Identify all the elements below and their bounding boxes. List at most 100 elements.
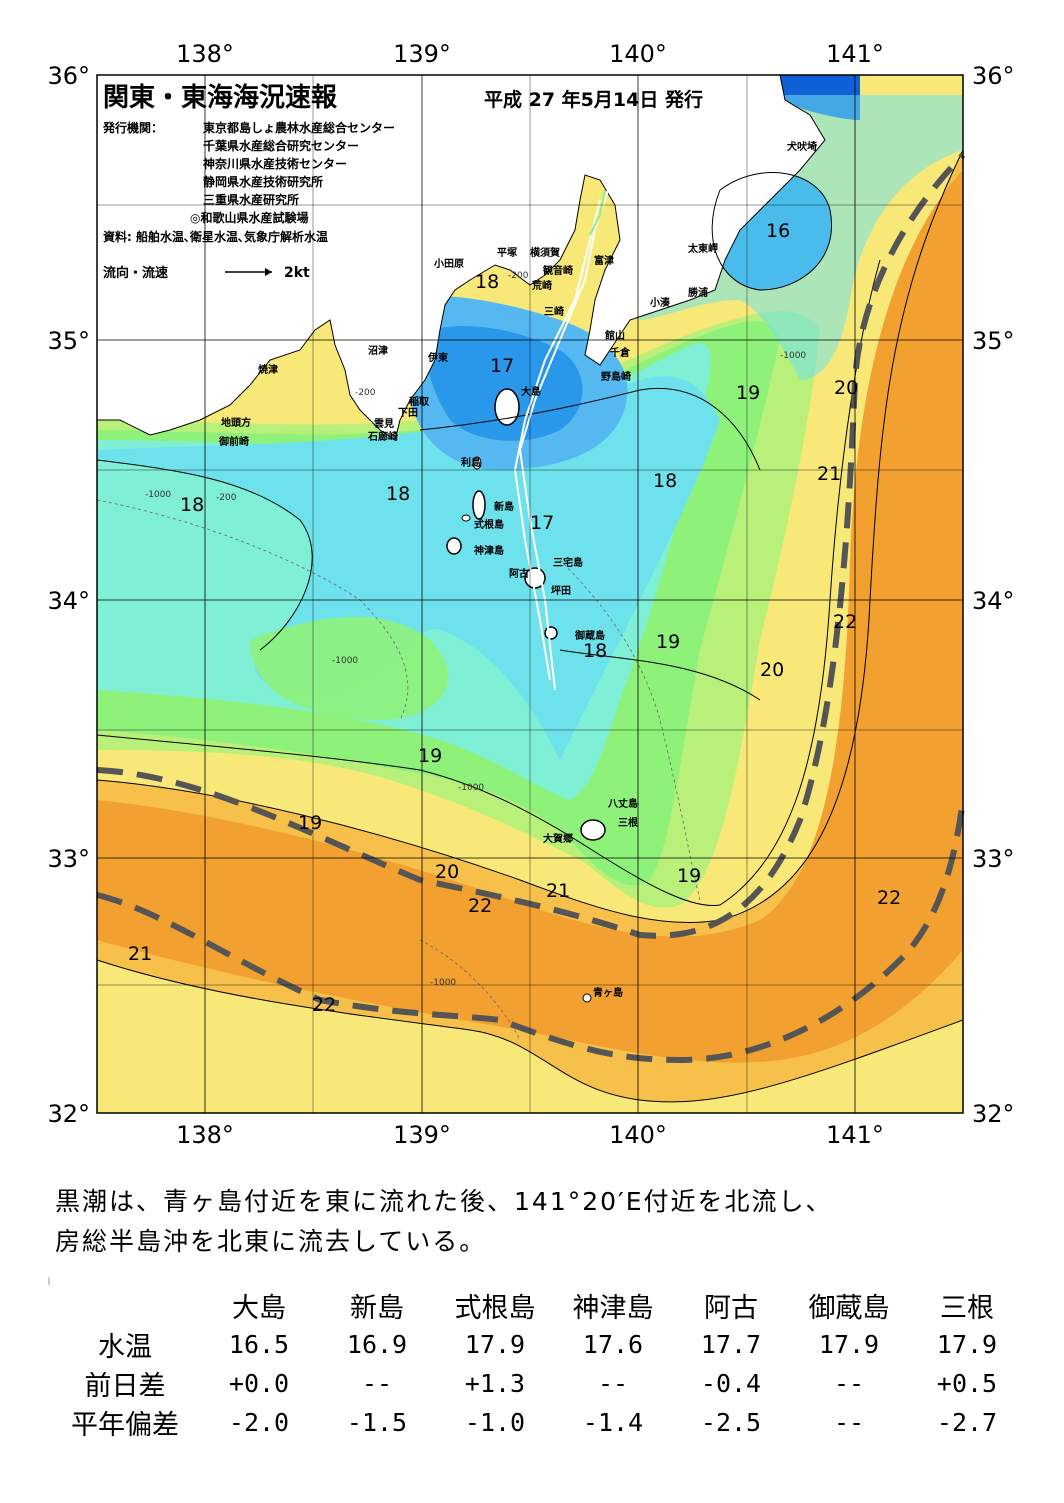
temp-label: 20 (760, 659, 784, 681)
table-cell: +0.5 (936, 1369, 998, 1398)
table-cell: 17.9 (464, 1330, 526, 1359)
place-label: 利島 (461, 456, 481, 469)
place-label: 焼津 (258, 363, 278, 376)
depth-label: -1000 (145, 490, 171, 500)
place-label: 平塚 (497, 246, 517, 259)
place-label: 神津島 (474, 544, 504, 557)
depth-label: -200 (508, 271, 529, 281)
temp-label: 16 (766, 220, 790, 242)
place-label: 館山 (604, 329, 625, 342)
map-title: 関東・東海海況速報 (103, 83, 338, 113)
temp-label: 18 (180, 494, 204, 516)
place-label: 式根島 (474, 518, 504, 531)
land-area (96, 74, 826, 1003)
table-cell: 17.6 (582, 1330, 644, 1359)
place-label: 三根 (618, 816, 638, 829)
table-cell: -- (597, 1369, 629, 1398)
place-label: 横須賀 (530, 246, 560, 259)
summary-line: 黒潮は、青ヶ島付近を東に流れた後、141°20′E付近を北流し、 (55, 1187, 833, 1216)
table-cell: -1.0 (464, 1408, 526, 1437)
place-label: 野島崎 (601, 370, 631, 383)
longitude-labels-top: 138° 139° 140° 141° (176, 40, 884, 68)
depth-label: -1000 (458, 783, 484, 793)
lon-label: 141° (826, 40, 884, 68)
temp-label: 22 (833, 611, 857, 633)
isotherm-labels: 16 18 17 19 20 21 18 18 17 18 19 20 22 1… (128, 220, 901, 1016)
station-header: 御蔵島 (808, 1293, 890, 1324)
publisher: 東京都島しょ農林水産総合センター (203, 120, 395, 135)
temp-label: 18 (653, 470, 677, 492)
station-header: 三根 (940, 1293, 994, 1324)
current-legend-label: 流向・流速 (103, 265, 168, 281)
current-legend-scale: 2kt (284, 265, 310, 281)
lon-label: 138° (176, 1121, 234, 1149)
publisher: 三重県水産研究所 (203, 192, 299, 207)
place-label: 阿古 (509, 567, 529, 580)
temp-label: 19 (418, 745, 442, 767)
temp-label: 18 (386, 483, 410, 505)
place-label: 御前崎 (218, 435, 249, 448)
temp-label: 17 (530, 512, 554, 534)
temp-label: 22 (468, 895, 492, 917)
table-cell: -2.7 (936, 1408, 998, 1437)
place-label: 沼津 (368, 344, 388, 357)
lat-label: 35° (972, 327, 1015, 355)
lat-label: 33° (47, 845, 90, 873)
divider-mark (48, 1277, 50, 1285)
lat-label: 34° (47, 587, 90, 615)
depth-label: -200 (355, 388, 376, 398)
place-label: 雲見 (374, 418, 394, 430)
table-row: 水温 16.5 16.9 17.9 17.6 17.7 17.9 17.9 (50, 1325, 1026, 1364)
place-label: 三崎 (544, 305, 564, 318)
table-cell: 16.9 (346, 1330, 408, 1359)
temp-label: 21 (817, 463, 841, 485)
station-header: 神津島 (572, 1293, 654, 1324)
longitude-labels-bottom: 138° 139° 140° 141° (176, 1121, 884, 1149)
map-frame (96, 74, 964, 1114)
station-header: 大島 (232, 1293, 286, 1324)
temp-label: 20 (834, 377, 858, 399)
table-cell: 17.9 (818, 1330, 880, 1359)
isotherm-lines (96, 149, 964, 1103)
lat-label: 32° (47, 1100, 90, 1128)
graticule (97, 75, 963, 1113)
temp-label: 20 (435, 861, 459, 883)
data-sources: 資料: 船舶水温､衛星水温､気象庁解析水温 (103, 229, 328, 244)
table-cell: +0.0 (228, 1369, 290, 1398)
table-cell: 16.5 (228, 1330, 290, 1359)
temp-label: 19 (298, 812, 322, 834)
row-label: 前日差 (84, 1371, 166, 1402)
table-cell: 17.9 (936, 1330, 998, 1359)
row-label: 平年偏差 (71, 1410, 179, 1441)
place-label: 青ヶ島 (593, 986, 623, 999)
place-label: 八丈島 (607, 797, 638, 810)
publisher-list: 発行機関： 東京都島しょ農林水産総合センター 千葉県水産総合研究センター 神奈川… (102, 120, 395, 244)
place-label: 三宅島 (553, 556, 583, 569)
depth-label: -1000 (430, 978, 456, 988)
lon-label: 139° (393, 40, 451, 68)
table-row: 前日差 +0.0 -- +1.3 -- -0.4 -- +0.5 (50, 1364, 1026, 1403)
place-label: 坪田 (551, 584, 571, 597)
station-header: 阿古 (704, 1293, 758, 1324)
lat-label: 36° (972, 62, 1015, 90)
temp-label: 21 (128, 943, 152, 965)
lat-label: 34° (972, 587, 1015, 615)
table-header-row: 大島 新島 式根島 神津島 阿古 御蔵島 三根 (50, 1286, 1026, 1325)
place-names: 犬吠埼 太東岬 勝浦 小湊 富津 観音崎 横須賀 平塚 小田原 荒崎 三崎 館山… (218, 140, 817, 999)
place-label: 大賀郷 (543, 832, 573, 845)
place-label: 小田原 (433, 257, 464, 270)
depth-labels: -200 -1000 -1000 -1000 -1000 -1000 -200 … (145, 271, 806, 988)
place-label: 新島 (494, 500, 514, 513)
issue-date: 平成 27 年5月14日 発行 (484, 88, 703, 111)
temp-label: 19 (677, 865, 701, 887)
lon-label: 140° (609, 1121, 667, 1149)
table-cell: -2.5 (700, 1408, 762, 1437)
depth-label: -200 (216, 493, 237, 503)
place-label: 観音崎 (543, 264, 573, 277)
table-row: 平年偏差 -2.0 -1.5 -1.0 -1.4 -2.5 -- -2.7 (50, 1403, 1026, 1442)
publisher: ◎和歌山県水産試験場 (190, 210, 308, 225)
place-label: 石廊崎 (367, 430, 398, 443)
place-label: 稲取 (409, 395, 430, 408)
lon-label: 140° (609, 40, 667, 68)
current-vectors (513, 189, 609, 691)
